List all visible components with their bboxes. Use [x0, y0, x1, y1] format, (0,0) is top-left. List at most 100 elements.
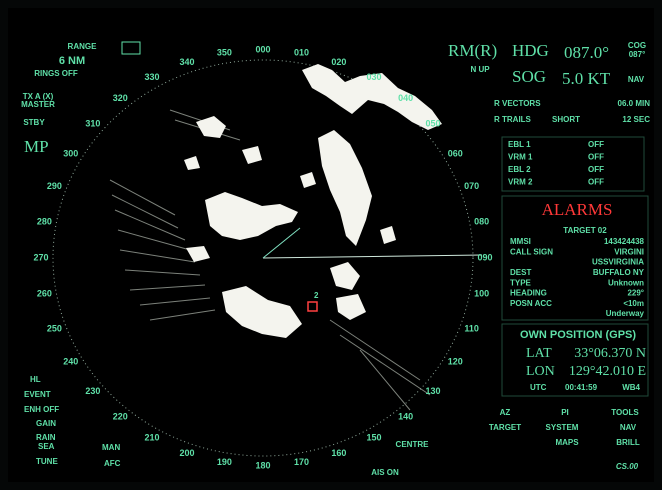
alarm-value: Unknown [608, 278, 644, 287]
bearing-label: 010 [294, 48, 309, 58]
version: CS.00 [616, 462, 639, 471]
menu-maps[interactable]: MAPS [555, 438, 579, 447]
alarm-field: CALL SIGN [510, 247, 553, 256]
radar-ppi: 2 000 010 020 030 040 050 060 070 080 090 100 110 12… [33, 44, 492, 470]
orientation[interactable]: N UP [470, 65, 490, 74]
bearing-label: 260 [37, 288, 52, 298]
bearing-label: 300 [63, 148, 78, 158]
master: MASTER [21, 100, 55, 109]
left-panel: RANGE 6 NM RINGS OFF TX A (X) MASTER STB… [21, 41, 141, 468]
echo [318, 130, 372, 246]
bearing-label: 030 [366, 72, 381, 82]
bearing-label: 230 [85, 386, 100, 396]
enh[interactable]: ENH OFF [24, 405, 59, 414]
event[interactable]: EVENT [24, 390, 51, 399]
position-box [501, 323, 649, 397]
trails-value[interactable]: 12 SEC [622, 115, 650, 124]
alarm-value: BUFFALO NY [593, 268, 645, 277]
alarms-title[interactable]: ALARMS [542, 200, 613, 219]
alarm-field: POSN ACC [510, 299, 552, 308]
target-marker[interactable] [307, 301, 318, 312]
echo [205, 192, 298, 240]
menu: AZ PI TOOLS TARGET SYSTEM NAV MAPS BRILL… [371, 408, 640, 477]
marker-list: EBL 1 OFF VRM 1 OFF EBL 2 OFF VRM 2 OFF [508, 140, 604, 187]
marker-name: EBL 1 [508, 140, 531, 149]
bearing-label: 240 [63, 356, 78, 366]
bearing-label: 070 [464, 181, 479, 191]
bearing-label: 320 [113, 93, 128, 103]
vectors-label[interactable]: R VECTORS [494, 99, 541, 108]
hdg-label: HDG [512, 41, 549, 60]
alarm-value: Underway [606, 309, 645, 318]
echo [222, 286, 302, 338]
lat-value: 33°06.370 N [574, 346, 646, 361]
alarm-value: <10m [623, 299, 644, 308]
bearing-label: 130 [426, 386, 441, 396]
sog-value: 5.0 KT [562, 69, 611, 88]
alarm-rows: MMSI 143424438 CALL SIGN VIRGINI USSVIRGINIA… [510, 237, 645, 318]
sea[interactable]: SEA [38, 442, 55, 451]
ais-status[interactable]: AIS ON [371, 468, 399, 477]
trails-mode[interactable]: SHORT [552, 115, 580, 124]
menu-pi[interactable]: PI [561, 408, 569, 417]
motion[interactable]: RM(R) [448, 41, 497, 60]
bearing-label: 120 [448, 356, 463, 366]
bearing-label: 150 [366, 433, 381, 443]
bearing-ring [52, 59, 474, 457]
menu-brill[interactable]: BRILL [616, 438, 640, 447]
bearing-label: 000 [255, 44, 270, 54]
range-value[interactable]: 6 NM [59, 55, 85, 67]
sog-label: SOG [512, 67, 546, 86]
alarm-field: HEADING [510, 289, 547, 298]
bearing-label: 290 [47, 181, 62, 191]
bearing-label: 180 [255, 460, 270, 470]
tune[interactable]: TUNE [36, 457, 58, 466]
trails-label[interactable]: R TRAILS [494, 115, 532, 124]
alarm-field: TYPE [510, 278, 532, 287]
menu-az[interactable]: AZ [500, 408, 511, 417]
cog-label: COG [628, 41, 646, 50]
menu-nav[interactable]: NAV [620, 423, 637, 432]
bearing-label: 190 [217, 457, 232, 467]
hl[interactable]: HL [30, 375, 41, 384]
sog-source: NAV [628, 75, 645, 84]
menu-tools[interactable]: TOOLS [611, 408, 639, 417]
bearing-label: 250 [47, 324, 62, 334]
bearing-label: 080 [474, 216, 489, 226]
marker-state: OFF [588, 178, 604, 187]
vectors-value[interactable]: 06.0 MIN [618, 99, 651, 108]
position-title: OWN POSITION (GPS) [520, 329, 636, 341]
bearing-label: 340 [180, 57, 195, 67]
bearing-label: 270 [33, 252, 48, 262]
alarm-target: TARGET 02 [563, 226, 607, 235]
marker-box [501, 136, 645, 192]
bearing-label: 350 [217, 48, 232, 58]
marker-name: EBL 2 [508, 165, 531, 174]
menu-target[interactable]: TARGET [489, 423, 521, 432]
rain[interactable]: RAIN [36, 433, 56, 442]
echo [184, 116, 396, 320]
bearing-label: 110 [464, 324, 479, 334]
target-id: 2 [314, 291, 319, 300]
marker-name: VRM 2 [508, 178, 533, 187]
rings[interactable]: RINGS OFF [34, 69, 78, 78]
menu-centre[interactable]: CENTRE [396, 440, 430, 449]
hdg-value: 087.0° [564, 43, 609, 62]
bearing-label: 280 [37, 216, 52, 226]
marker-state: OFF [588, 153, 604, 162]
gain[interactable]: GAIN [36, 419, 56, 428]
alarm-value: 143424438 [604, 237, 645, 246]
utc-label: UTC [530, 383, 547, 392]
stby[interactable]: STBY [23, 118, 45, 127]
marker-state: OFF [588, 140, 604, 149]
afc[interactable]: AFC [104, 459, 121, 468]
menu-system[interactable]: SYSTEM [546, 423, 579, 432]
bearing-label: 100 [474, 288, 489, 298]
alarm-field: MMSI [510, 237, 531, 246]
bearing-label: 090 [477, 252, 492, 262]
man[interactable]: MAN [102, 443, 120, 452]
bearing-label: 040 [398, 93, 413, 103]
radar-echoes [184, 64, 442, 338]
